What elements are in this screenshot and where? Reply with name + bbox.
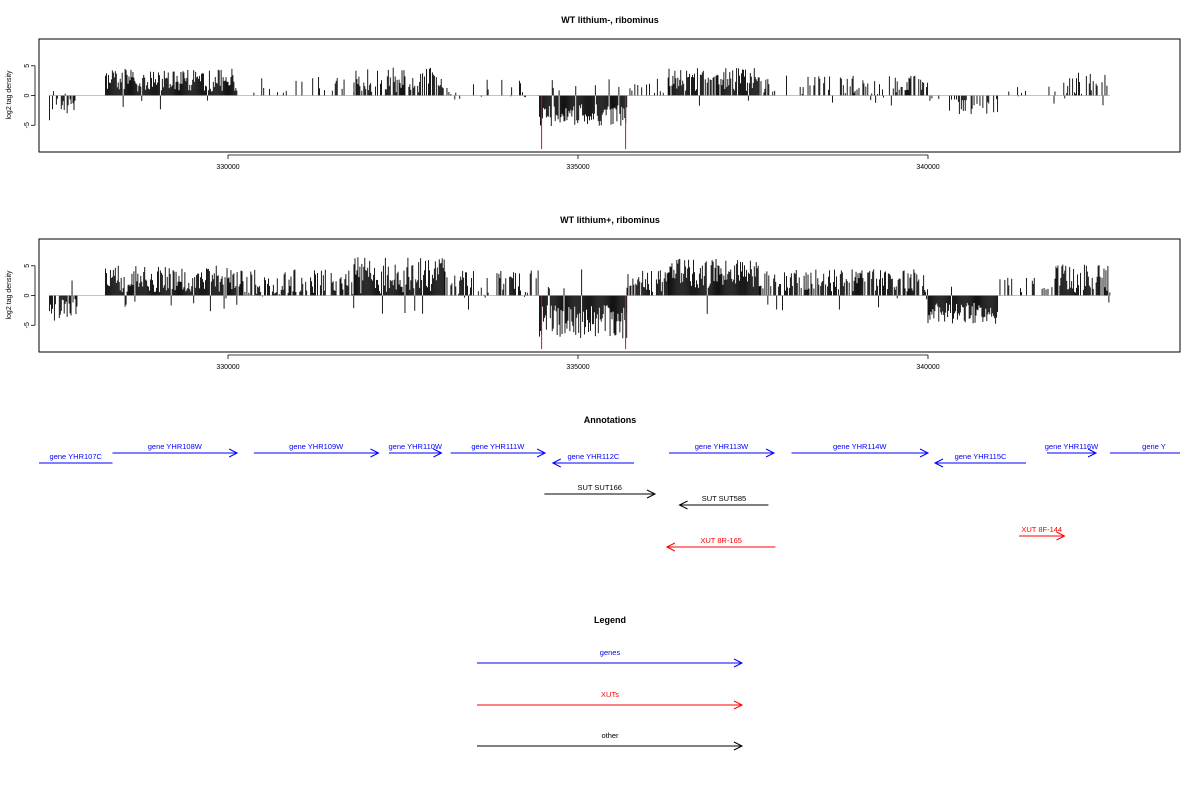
annotation-feature: XUT 8F-144 bbox=[1019, 525, 1066, 541]
legend-item: other bbox=[477, 731, 744, 751]
legend-title: Legend bbox=[594, 615, 626, 625]
feature-label: gene Y bbox=[1142, 442, 1166, 451]
annotation-feature: gene YHR109W bbox=[253, 442, 380, 458]
annotation-feature: gene YHR115C bbox=[933, 452, 1026, 468]
arrow-head bbox=[536, 448, 547, 458]
feature-label: SUT SUT166 bbox=[577, 483, 621, 492]
arrow-head bbox=[228, 448, 239, 458]
bars-group bbox=[49, 257, 1111, 350]
arrow-head bbox=[765, 448, 776, 458]
x-tick-label: 340000 bbox=[916, 364, 939, 371]
feature-label: gene YHR107C bbox=[50, 452, 103, 461]
arrow-head bbox=[433, 448, 443, 458]
coverage-panel-lithium-minus: WT lithium-, ribominus log2 tag density … bbox=[6, 15, 1181, 171]
feature-label: gene YHR111W bbox=[471, 442, 525, 451]
annotation-feature: gene Y bbox=[1110, 442, 1180, 454]
feature-label: gene YHR113W bbox=[695, 442, 749, 451]
y-axis-label: log2 tag density bbox=[6, 270, 13, 320]
arrow-head bbox=[678, 500, 688, 510]
y-tick-label: 5 bbox=[24, 64, 31, 68]
arrow-head bbox=[1056, 531, 1066, 541]
coverage-panel-lithium-plus: WT lithium+, ribominus log2 tag density … bbox=[6, 215, 1181, 371]
legend-label: genes bbox=[600, 648, 621, 657]
legend-items: genes XUTs other bbox=[477, 648, 744, 751]
panel-title: WT lithium+, ribominus bbox=[560, 215, 660, 225]
feature-label: gene YHR108W bbox=[148, 442, 203, 451]
annotation-feature: gene YHR114W bbox=[791, 442, 930, 458]
legend-label: other bbox=[601, 731, 619, 740]
arrow-head bbox=[665, 542, 676, 552]
x-tick-label: 335000 bbox=[566, 164, 589, 171]
feature-label: SUT SUT585 bbox=[702, 494, 746, 503]
y-tick-label: 0 bbox=[24, 93, 31, 97]
legend-item: genes bbox=[477, 648, 744, 668]
annotation-feature: gene YHR112C bbox=[551, 452, 634, 468]
annotation-feature: SUT SUT585 bbox=[678, 494, 769, 510]
y-tick-label: -5 bbox=[24, 122, 31, 128]
legend-label: XUTs bbox=[601, 690, 619, 699]
x-tick-label: 330000 bbox=[216, 364, 239, 371]
legend-panel: Legend genes XUTs other bbox=[477, 615, 744, 751]
annotation-feature: XUT 8R-165 bbox=[665, 536, 776, 552]
plot-frame bbox=[38, 238, 1181, 353]
bars-group bbox=[49, 67, 1108, 150]
plot-frame bbox=[38, 38, 1181, 153]
feature-label: gene YHR115C bbox=[955, 452, 1007, 461]
x-tick-label: 335000 bbox=[566, 364, 589, 371]
annotation-feature: gene YHR110W bbox=[388, 442, 443, 458]
annotation-feature: gene YHR116W bbox=[1045, 442, 1099, 458]
arrow-head bbox=[919, 448, 930, 458]
feature-label: XUT 8F-144 bbox=[1021, 525, 1062, 534]
arrow-head bbox=[646, 489, 657, 499]
annotation-feature: gene YHR113W bbox=[669, 442, 776, 458]
arrow-head bbox=[733, 700, 744, 710]
feature-label: gene YHR114W bbox=[833, 442, 887, 451]
y-tick-label: 5 bbox=[24, 264, 31, 268]
panel-title: WT lithium-, ribominus bbox=[561, 15, 659, 25]
annotation-feature: SUT SUT166 bbox=[544, 483, 657, 499]
axes-group: -5 0 5 330000 335000 340000 bbox=[24, 64, 1110, 171]
axes-group: -5 0 5 330000 335000 340000 bbox=[24, 264, 1110, 371]
y-tick-label: 0 bbox=[24, 293, 31, 297]
y-axis-label: log2 tag density bbox=[6, 70, 13, 120]
arrow-head bbox=[370, 448, 380, 458]
arrow-head bbox=[1087, 448, 1098, 458]
annotation-feature: gene YHR107C bbox=[39, 452, 113, 464]
annotation-features: gene YHR107C gene YHR108W gene YHR109W gene… bbox=[39, 442, 1180, 552]
feature-label: gene YHR116W bbox=[1045, 442, 1099, 451]
y-tick-label: -5 bbox=[24, 322, 31, 328]
arrow-head bbox=[933, 458, 944, 468]
feature-label: gene YHR109W bbox=[289, 442, 344, 451]
arrow-head bbox=[733, 658, 744, 668]
x-tick-label: 330000 bbox=[216, 164, 239, 171]
feature-label: XUT 8R-165 bbox=[700, 536, 742, 545]
x-tick-label: 340000 bbox=[916, 164, 939, 171]
arrow-head bbox=[733, 741, 744, 751]
annotation-feature: gene YHR111W bbox=[450, 442, 547, 458]
arrow-head bbox=[551, 458, 562, 468]
feature-label: gene YHR112C bbox=[567, 452, 619, 461]
annotation-feature: gene YHR108W bbox=[112, 442, 239, 458]
annotations-title: Annotations bbox=[584, 415, 637, 425]
feature-label: gene YHR110W bbox=[388, 442, 442, 451]
legend-item: XUTs bbox=[477, 690, 744, 710]
